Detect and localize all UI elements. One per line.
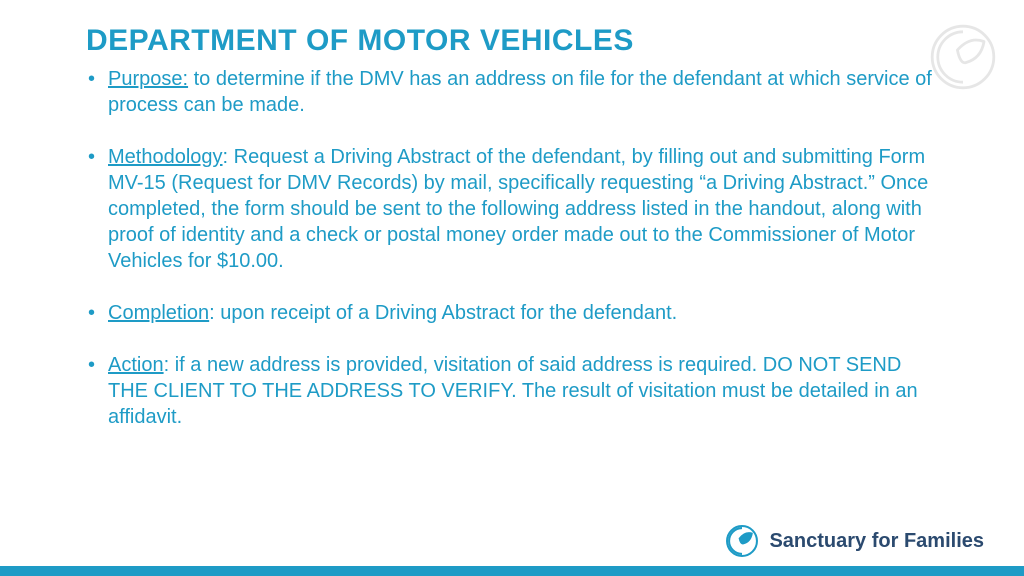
bullet-label: Completion bbox=[108, 302, 209, 324]
leaf-circle-watermark-icon bbox=[928, 22, 998, 92]
bullet-text: : Request a Driving Abstract of the defe… bbox=[108, 146, 928, 272]
leaf-circle-icon bbox=[725, 524, 759, 558]
bullet-text: to determine if the DMV has an address o… bbox=[108, 68, 932, 116]
bullet-text: : upon receipt of a Driving Abstract for… bbox=[209, 302, 677, 324]
list-item: Action: if a new address is provided, vi… bbox=[86, 352, 938, 430]
list-item: Purpose: to determine if the DMV has an … bbox=[86, 66, 938, 118]
list-item: Methodology: Request a Driving Abstract … bbox=[86, 144, 938, 274]
bullet-text: : if a new address is provided, visitati… bbox=[108, 354, 918, 428]
brand: Sanctuary for Families bbox=[725, 524, 984, 558]
footer-bar bbox=[0, 566, 1024, 576]
bullet-label: Purpose: bbox=[108, 68, 188, 90]
list-item: Completion: upon receipt of a Driving Ab… bbox=[86, 300, 938, 326]
page-title: DEPARTMENT OF MOTOR VEHICLES bbox=[86, 24, 938, 58]
bullet-list: Purpose: to determine if the DMV has an … bbox=[86, 66, 938, 430]
bullet-label: Action bbox=[108, 354, 164, 376]
brand-name: Sanctuary for Families bbox=[769, 530, 984, 553]
bullet-label: Methodology bbox=[108, 146, 223, 168]
slide: DEPARTMENT OF MOTOR VEHICLES Purpose: to… bbox=[0, 0, 1024, 576]
